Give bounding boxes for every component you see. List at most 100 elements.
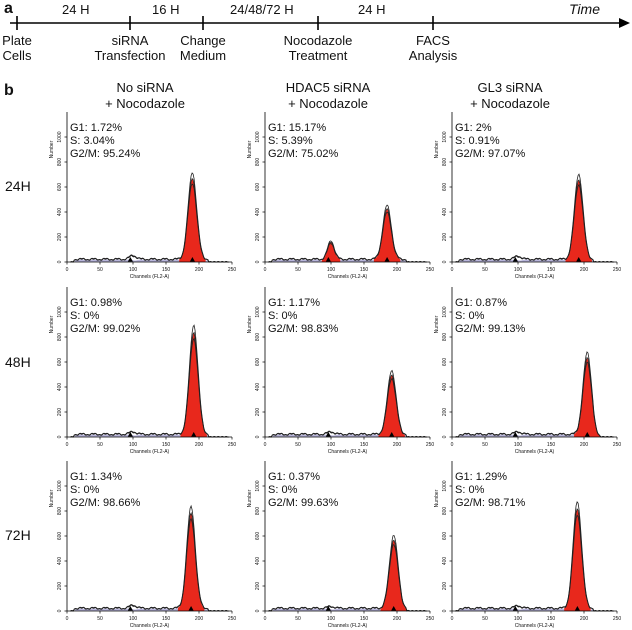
y-tick-label-r2c1-4: 800	[255, 507, 261, 516]
gate-marker-r0c1-1	[384, 257, 390, 262]
stats-r1c1: G1: 1.17% S: 0% G2/M: 98.83%	[268, 297, 339, 335]
trace-line-r1c1-2	[268, 377, 427, 438]
y-tick-label-r1c2-0: 0	[442, 435, 448, 438]
y-tick-label-r1c2-2: 400	[442, 383, 448, 392]
event-facs-analysis: FACS Analysis	[408, 33, 458, 63]
x-axis-title-r1c2: Channels (FL2-A)	[515, 449, 555, 455]
y-tick-label-r2c2-2: 400	[442, 557, 448, 566]
g1-background-fill-r0c0	[74, 259, 209, 262]
trace-line-r0c0-0	[70, 177, 229, 263]
trace-line-r0c1-1	[268, 204, 427, 263]
x-tick-label-r1c2-3: 150	[547, 442, 556, 448]
trace-line-r0c0-1	[70, 172, 229, 263]
x-axis-title-r0c0: Channels (FL2-A)	[130, 274, 170, 280]
x-tick-label-r0c0-1: 50	[97, 267, 103, 273]
column-header-hdac5-sirna: HDAC5 siRNA + Nocodazole	[285, 80, 371, 111]
g1-background-fill-r1c1	[272, 434, 407, 437]
gate-marker-r0c2-1	[576, 257, 582, 262]
y-tick-label-r2c1-5: 1000	[255, 480, 261, 491]
y-tick-label-r0c2-5: 1000	[442, 131, 448, 142]
trace-line-r0c2-2	[455, 183, 614, 263]
stats-r0c2: G1: 2% S: 0.91% G2/M: 97.07%	[455, 122, 526, 160]
x-tick-label-r0c2-4: 200	[580, 267, 589, 273]
duration-label-2: 24/48/72 H	[230, 2, 294, 17]
duration-label-0: 24 H	[62, 2, 90, 17]
y-tick-label-r0c1-5: 1000	[255, 131, 261, 142]
duration-label-3: 24 H	[358, 2, 386, 17]
y-tick-label-r1c0-3: 600	[57, 358, 63, 367]
time-label: Time	[569, 1, 600, 17]
gate-marker-r0c1-0	[325, 257, 331, 262]
g1-background-fill-r2c1	[272, 608, 407, 611]
y-tick-label-r1c1-4: 800	[255, 333, 261, 342]
y-tick-label-r2c1-2: 400	[255, 557, 261, 566]
g2m-peak-fill-r2c0	[177, 513, 205, 611]
trace-line-r1c0-1	[70, 324, 229, 438]
x-tick-label-r2c0-3: 150	[162, 616, 171, 622]
x-tick-label-r0c1-0: 0	[264, 267, 267, 273]
x-tick-label-r0c2-5: 250	[613, 267, 622, 273]
x-tick-label-r2c2-3: 150	[547, 616, 556, 622]
y-tick-label-r0c0-0: 0	[57, 260, 63, 263]
gate-marker-r1c1-0	[325, 432, 331, 437]
trace-line-r2c2-2	[455, 514, 614, 612]
y-tick-label-r0c0-2: 400	[57, 208, 63, 217]
x-tick-label-r1c1-4: 200	[393, 442, 402, 448]
x-tick-label-r1c2-5: 250	[613, 442, 622, 448]
x-axis-title-r1c1: Channels (FL2-A)	[328, 449, 368, 455]
trace-line-r1c0-0	[70, 331, 229, 438]
gate-marker-r2c1-1	[391, 606, 397, 611]
x-axis-title-r2c1: Channels (FL2-A)	[328, 623, 368, 629]
y-axis-title-r2c0: Number	[49, 489, 55, 507]
y-tick-label-r1c1-3: 600	[255, 358, 261, 367]
gate-marker-r2c0-1	[188, 606, 194, 611]
gate-marker-r2c2-0	[512, 606, 518, 611]
g2m-peak-fill-r1c1	[378, 375, 405, 437]
trace-line-r1c0-2	[70, 337, 229, 438]
trace-line-r2c1-1	[268, 535, 427, 612]
g2m-peak-fill-r1c0	[180, 333, 207, 437]
trace-line-r0c1-2	[268, 211, 427, 263]
y-tick-label-r1c0-5: 1000	[57, 306, 63, 317]
x-tick-label-r2c2-4: 200	[580, 616, 589, 622]
x-tick-label-r1c0-1: 50	[97, 442, 103, 448]
x-tick-label-r0c0-4: 200	[195, 267, 204, 273]
y-tick-label-r0c0-4: 800	[57, 158, 63, 167]
x-tick-label-r1c1-0: 0	[264, 442, 267, 448]
gate-marker-r2c0-0	[127, 606, 133, 611]
x-tick-label-r0c1-4: 200	[393, 267, 402, 273]
x-tick-label-r2c0-1: 50	[97, 616, 103, 622]
x-tick-label-r1c1-1: 50	[295, 442, 301, 448]
g2m-peak-fill-r0c1	[373, 209, 401, 262]
y-tick-label-r0c2-2: 400	[442, 208, 448, 217]
y-tick-label-r1c2-3: 600	[442, 358, 448, 367]
x-tick-label-r1c0-2: 100	[129, 442, 138, 448]
x-tick-label-r2c0-5: 250	[228, 616, 237, 622]
x-tick-label-r2c0-0: 0	[66, 616, 69, 622]
y-tick-label-r1c0-1: 200	[57, 408, 63, 417]
x-axis-title-r2c2: Channels (FL2-A)	[515, 623, 555, 629]
gate-marker-r1c1-1	[389, 432, 395, 437]
y-axis-title-r1c2: Number	[434, 315, 440, 333]
y-axis-title-r0c0: Number	[49, 140, 55, 158]
y-tick-label-r0c1-0: 0	[255, 260, 261, 263]
trace-line-r2c0-1	[70, 504, 229, 612]
x-tick-label-r1c2-4: 200	[580, 442, 589, 448]
x-tick-label-r2c2-2: 100	[514, 616, 523, 622]
g1-background-fill-r2c2	[459, 608, 594, 611]
event-plate-cells: Plate Cells	[2, 33, 32, 63]
g1-peak-fill-r0c1	[321, 242, 341, 262]
g1-background-fill-r0c2	[459, 259, 594, 262]
y-tick-label-r2c2-3: 600	[442, 532, 448, 541]
gate-marker-r1c2-0	[512, 432, 518, 437]
row-label-24h: 24H	[5, 178, 31, 194]
y-axis-title-r1c1: Number	[247, 315, 253, 333]
y-tick-label-r2c2-1: 200	[442, 582, 448, 591]
x-tick-label-r1c1-3: 150	[360, 442, 369, 448]
y-tick-label-r0c1-3: 600	[255, 183, 261, 192]
stats-r0c1: G1: 15.17% S: 5.39% G2/M: 75.02%	[268, 122, 339, 160]
x-tick-label-r1c1-5: 250	[426, 442, 435, 448]
g1-background-fill-r1c2	[459, 434, 594, 437]
y-tick-label-r2c1-3: 600	[255, 532, 261, 541]
